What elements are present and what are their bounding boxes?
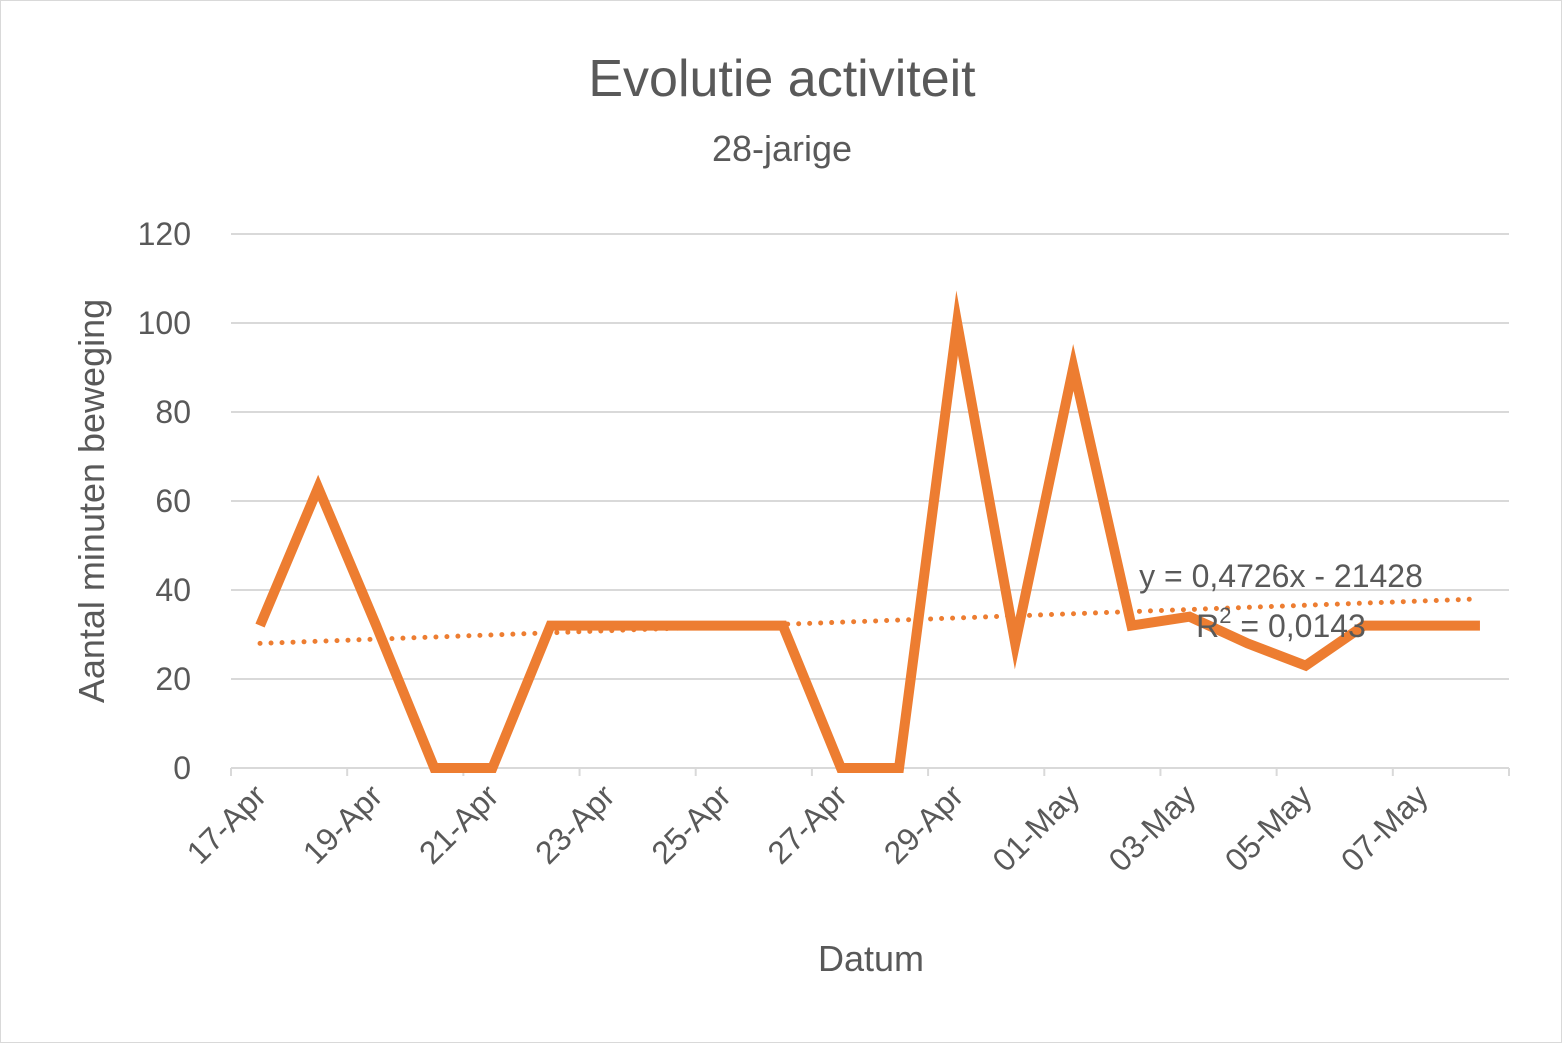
- x-tick-label: 23-Apr: [528, 777, 622, 871]
- y-tick-label: 0: [173, 750, 191, 786]
- x-axis-title: Datum: [818, 938, 924, 979]
- chart-title: Evolutie activiteit: [588, 50, 976, 108]
- x-tick-label: 19-Apr: [296, 777, 390, 871]
- x-axis-ticks: 17-Apr 19-Apr 21-Apr 23-Apr 25-Apr 27-Apr 29-A…: [180, 777, 1435, 878]
- x-tick-label: 01-May: [985, 777, 1086, 878]
- gridlines: [231, 233, 1509, 680]
- x-tick-label: 07-May: [1334, 777, 1435, 878]
- trendline-r2: R2 = 0,0143: [1196, 603, 1366, 644]
- y-axis-ticks: 0 20 40 60 80 100 120: [138, 216, 191, 786]
- x-tick-label: 27-Apr: [761, 777, 855, 871]
- y-tick-label: 100: [138, 305, 191, 341]
- y-tick-label: 120: [138, 216, 191, 252]
- r2-prefix: R: [1196, 608, 1219, 644]
- y-tick-label: 80: [155, 394, 191, 430]
- series-group: [255, 290, 1480, 773]
- x-tick-label: 05-May: [1218, 777, 1319, 878]
- x-tick-label: 21-Apr: [412, 777, 506, 871]
- series-line: [255, 290, 1480, 773]
- trendline-equation: y = 0,4726x - 21428: [1139, 558, 1423, 594]
- y-axis-title: Aantal minuten beweging: [71, 299, 112, 703]
- x-tick-label: 17-Apr: [180, 777, 274, 871]
- x-tick-label: 29-Apr: [877, 777, 971, 871]
- r2-exponent: 2: [1219, 603, 1231, 628]
- x-tick-label: 03-May: [1102, 777, 1203, 878]
- y-tick-label: 40: [155, 572, 191, 608]
- x-tick-label: 25-Apr: [644, 777, 738, 871]
- y-tick-label: 60: [155, 483, 191, 519]
- r2-value: = 0,0143: [1232, 608, 1366, 644]
- chart-subtitle: 28-jarige: [712, 128, 852, 169]
- y-tick-label: 20: [155, 661, 191, 697]
